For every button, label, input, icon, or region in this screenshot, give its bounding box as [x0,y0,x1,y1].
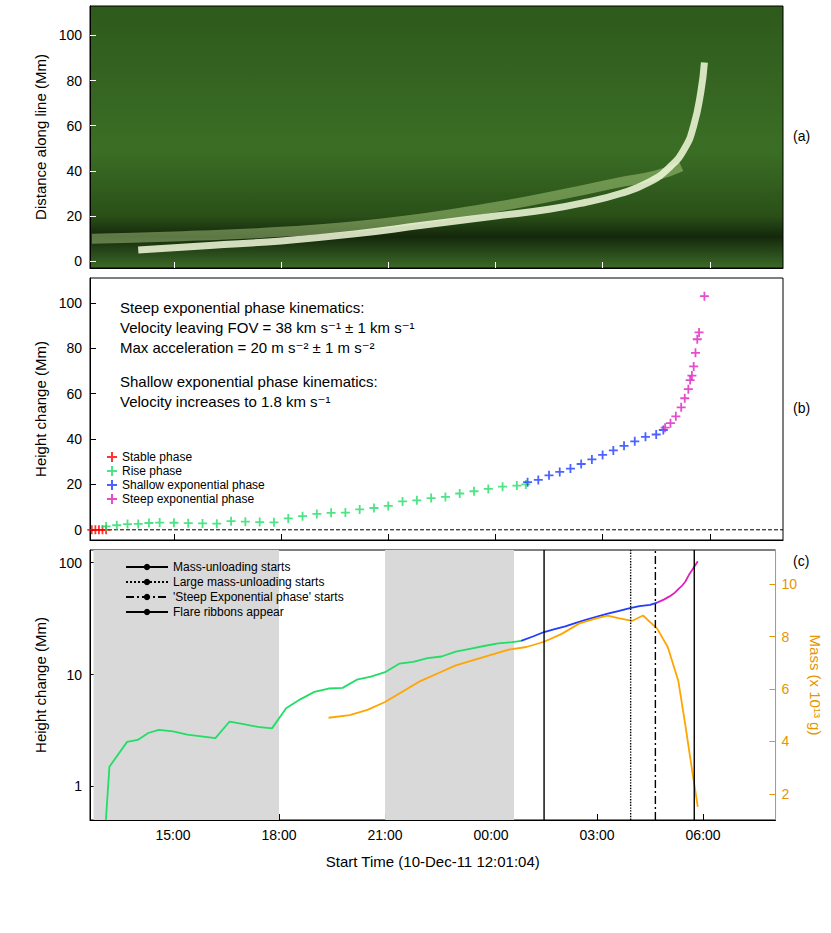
svg-text:Max acceleration = 20 m s⁻² ±: Max acceleration = 20 m s⁻² ± 1 m s⁻² [120,339,375,356]
svg-text:Velocity increases to 1.8 km s: Velocity increases to 1.8 km s⁻¹ [120,393,331,410]
svg-text:6: 6 [782,681,790,697]
svg-text:Height change (Mm): Height change (Mm) [32,341,49,477]
svg-text:60: 60 [66,386,82,402]
svg-text:10: 10 [66,667,82,683]
svg-text:100: 100 [59,295,83,311]
svg-text:2: 2 [782,786,790,802]
svg-text:(b): (b) [793,400,810,416]
svg-text:40: 40 [66,163,82,179]
svg-text:4: 4 [782,733,790,749]
svg-text:10: 10 [782,576,798,592]
svg-text:0: 0 [74,253,82,269]
svg-text:(c): (c) [793,553,809,569]
svg-text:18:00: 18:00 [262,827,297,843]
svg-text:Height change (Mm): Height change (Mm) [32,617,49,753]
svg-text:Rise phase: Rise phase [122,464,182,478]
svg-text:Stable phase: Stable phase [122,450,192,464]
svg-text:Shallow exponential phase: Shallow exponential phase [122,478,265,492]
svg-text:40: 40 [66,431,82,447]
svg-text:Start Time (10-Dec-11 12:01:04: Start Time (10-Dec-11 12:01:04) [326,853,540,870]
svg-text:15:00: 15:00 [156,827,191,843]
svg-text:03:00: 03:00 [580,827,615,843]
svg-text:Shallow exponential phase kine: Shallow exponential phase kinematics: [120,373,378,390]
svg-text:80: 80 [66,340,82,356]
svg-text:1: 1 [74,778,82,794]
svg-text:8: 8 [782,629,790,645]
svg-text:60: 60 [66,118,82,134]
svg-text:06:00: 06:00 [686,827,721,843]
svg-text:21:00: 21:00 [368,827,403,843]
svg-text:80: 80 [66,73,82,89]
svg-text:(a): (a) [793,128,810,144]
svg-text:Mass-unloading starts: Mass-unloading starts [173,560,290,574]
svg-text:Steep exponential phase: Steep exponential phase [122,492,254,506]
svg-text:Distance along line (Mm): Distance along line (Mm) [32,54,49,220]
svg-text:Velocity leaving FOV = 38 km s: Velocity leaving FOV = 38 km s⁻¹ ± 1 km … [120,319,415,336]
svg-text:00:00: 00:00 [474,827,509,843]
svg-text:100: 100 [59,555,83,571]
svg-text:20: 20 [66,476,82,492]
svg-text:20: 20 [66,208,82,224]
svg-text:0: 0 [74,522,82,538]
svg-text:Large mass-unloading starts: Large mass-unloading starts [173,575,324,589]
svg-text:'Steep Exponential phase' star: 'Steep Exponential phase' starts [173,590,344,604]
svg-text:Mass (x 10¹³ g): Mass (x 10¹³ g) [807,635,824,736]
svg-text:Flare ribbons appear: Flare ribbons appear [173,605,284,619]
svg-text:100: 100 [59,27,83,43]
svg-text:Steep exponential phase kinema: Steep exponential phase kinematics: [120,299,364,316]
